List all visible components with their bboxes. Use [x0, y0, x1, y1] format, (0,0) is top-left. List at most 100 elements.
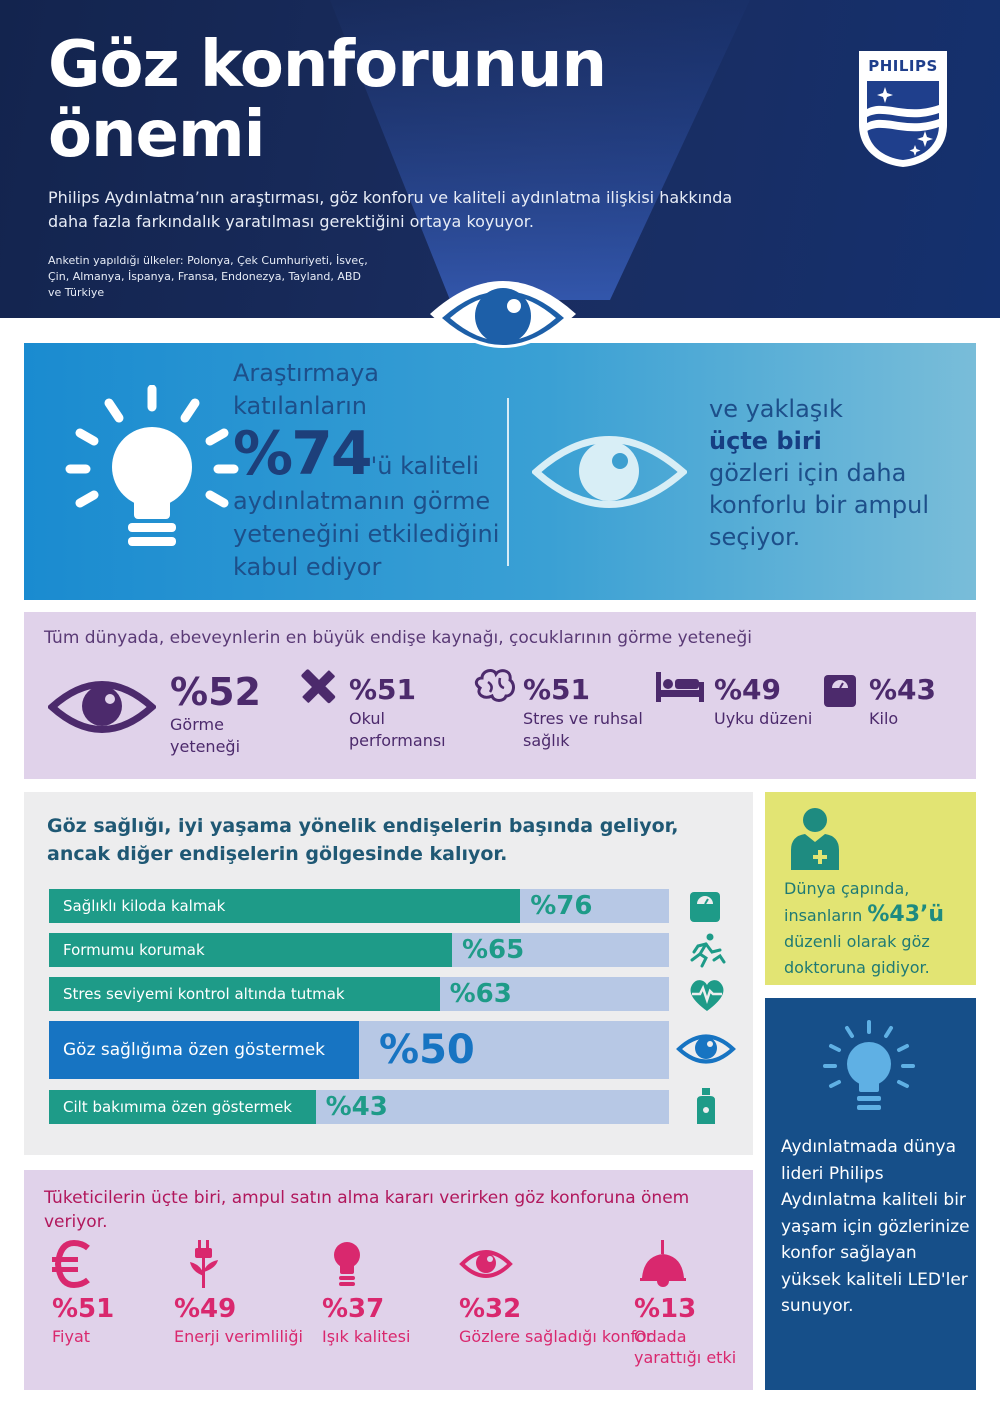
purchase-value: %32 — [459, 1294, 522, 1324]
eye-doctor-text: Dünya çapında, insanların %43’ü düzenli … — [784, 876, 969, 981]
eye-doctor-percent: %43’ü — [867, 902, 945, 927]
awareness-panel: Araştırmaya katılanların %74'ü kaliteli … — [24, 343, 976, 600]
purchase-factors-panel: Tüketicilerin üçte biri, ampul satın alm… — [24, 1170, 753, 1390]
page-title: Göz konforunun önemi — [48, 30, 668, 170]
header-banner: Göz konforunun önemi Philips Aydınlatma’… — [0, 0, 1000, 318]
survey-countries: Anketin yapıldığı ülkeler: Polonya, Çek … — [48, 254, 368, 299]
philips-leader-text: Aydınlatmada dünya lideri Philips Aydınl… — [781, 1137, 970, 1316]
bulb-choice-bold: üçte biri — [709, 427, 822, 455]
bar-value: %50 — [379, 1027, 475, 1073]
concern-label: Uyku düzeni — [714, 709, 813, 728]
eye-icon — [430, 270, 576, 374]
eye-doctor-post: düzenli olarak göz doktoruna gidiyor. — [784, 932, 930, 977]
pencil-ruler-icon — [301, 669, 336, 704]
purchase-value: %13 — [634, 1294, 697, 1324]
participants-intro: Araştırmaya katılanların — [233, 359, 380, 420]
concern-value: %49 — [714, 673, 782, 706]
purchase-stat: %32 Gözlere sağladığı konfor — [459, 1240, 653, 1347]
eye-doctor-panel: Dünya çapında, insanların %43’ü düzenli … — [765, 792, 976, 985]
plug-flower-icon — [174, 1240, 303, 1288]
bar-label: Formumu korumak — [63, 941, 205, 959]
purchase-label: Odada yarattığı etki — [634, 1327, 737, 1367]
eye-icon — [459, 1240, 653, 1288]
bar-fill — [49, 933, 452, 967]
wellbeing-concerns-panel: Göz sağlığı, iyi yaşama yönelik endişele… — [24, 792, 753, 1155]
bar-row: Sağlıklı kiloda kalmak %76 — [49, 889, 669, 923]
eye-icon — [530, 425, 689, 519]
purchase-label: Gözlere sağladığı konfor — [459, 1327, 653, 1346]
philips-leader-panel: Aydınlatmada dünya lideri Philips Aydınl… — [765, 998, 976, 1390]
wellbeing-heading: Göz sağlığı, iyi yaşama yönelik endişele… — [47, 815, 679, 865]
subtitle: Philips Aydınlatma’nın araştırması, göz … — [48, 188, 733, 231]
pendant-lamp-icon — [634, 1240, 753, 1288]
concern-value: %51 — [349, 673, 417, 706]
concern-value: %52 — [170, 670, 261, 714]
concern-label: Stres ve ruhsal sağlık — [523, 709, 643, 750]
bar-label: Cilt bakımıma özen göstermek — [63, 1098, 292, 1116]
purchase-value: %51 — [52, 1294, 115, 1324]
bar-fill — [49, 1090, 316, 1124]
concern-label: Görme yeteneği — [170, 715, 241, 756]
purchase-value: %37 — [322, 1294, 385, 1324]
purchase-stat: %49 Enerji verimliliği — [174, 1240, 303, 1347]
participants-percent: %74 — [233, 419, 373, 489]
bar-row: Formumu korumak %65 — [49, 933, 669, 967]
concern-stat: %51 Okul performansı — [349, 674, 469, 752]
brain-icon — [474, 669, 515, 702]
bar-fill — [49, 889, 521, 923]
bar-value: %65 — [462, 935, 525, 965]
doctor-icon — [787, 806, 843, 870]
purchase-value: %49 — [174, 1294, 237, 1324]
bar-row: Cilt bakımıma özen göstermek %43 — [49, 1090, 669, 1124]
lightbulb-icon — [64, 384, 244, 565]
bar-fill — [49, 977, 440, 1011]
concern-value: %43 — [869, 673, 937, 706]
scale-icon — [690, 892, 720, 922]
purchase-label: Enerji verimliliği — [174, 1327, 303, 1346]
concern-stat: %52 Görme yeteneği — [170, 670, 261, 758]
parents-heading: Tüm dünyada, ebeveynlerin en büyük endiş… — [44, 628, 752, 648]
title-line-1: Göz konforunun — [48, 28, 607, 102]
participants-stat: Araştırmaya katılanların %74'ü kaliteli … — [233, 357, 503, 584]
purchase-stat: %37 Işık kalitesi — [322, 1240, 410, 1347]
bulb-choice-stat: ve yaklaşık üçte biri gözleri için daha … — [709, 393, 949, 553]
concern-stat: %43 Kilo — [869, 674, 949, 730]
bar-row: Stres seviyemi kontrol altında tutmak %6… — [49, 977, 669, 1011]
eye-icon — [46, 674, 158, 740]
parents-concerns-panel: Tüm dünyada, ebeveynlerin en büyük endiş… — [24, 612, 976, 779]
concern-stat: %51 Stres ve ruhsal sağlık — [523, 674, 643, 752]
eye-doctor-pre: Dünya çapında, insanların — [784, 879, 910, 925]
bar-row: Göz sağlığıma özen göstermek %50 — [49, 1021, 669, 1079]
concern-label: Kilo — [869, 709, 899, 728]
participants-rest: 'ü kaliteli aydınlatmanın görme yeteneği… — [233, 452, 500, 581]
purchase-heading: Tüketicilerin üçte biri, ampul satın alm… — [44, 1188, 690, 1232]
logo-wordmark: PHILIPS — [868, 57, 938, 75]
bulb-icon — [322, 1240, 410, 1288]
purchase-stat: %51 Fiyat — [52, 1239, 115, 1347]
bar-fill — [49, 1021, 359, 1079]
scale-icon — [824, 675, 856, 707]
divider — [507, 398, 509, 566]
purchase-label: Fiyat — [52, 1327, 91, 1346]
philips-logo: PHILIPS — [855, 47, 951, 169]
concern-label: Okul performansı — [349, 709, 446, 750]
purchase-label: Işık kalitesi — [322, 1327, 411, 1346]
heart-pulse-icon — [690, 980, 724, 1011]
bar-value: %63 — [449, 979, 512, 1009]
purchase-stat: %13 Odada yarattığı etki — [634, 1240, 753, 1368]
running-icon — [690, 933, 726, 968]
concern-stat: %49 Uyku düzeni — [714, 674, 834, 730]
eye-icon — [676, 1034, 736, 1064]
bar-label: Göz sağlığıma özen göstermek — [63, 1040, 325, 1060]
bed-icon — [656, 672, 704, 702]
bar-label: Stres seviyemi kontrol altında tutmak — [63, 985, 345, 1003]
bar-value: %43 — [325, 1092, 388, 1122]
lightbulb-icon — [817, 1020, 921, 1120]
bulb-choice-pre: ve yaklaşık — [709, 395, 843, 423]
bar-value: %76 — [530, 891, 593, 921]
bar-label: Sağlıklı kiloda kalmak — [63, 897, 226, 915]
title-line-2: önemi — [48, 98, 266, 172]
euro-icon — [52, 1239, 114, 1289]
concern-value: %51 — [523, 673, 591, 706]
spray-bottle-icon — [697, 1088, 715, 1124]
